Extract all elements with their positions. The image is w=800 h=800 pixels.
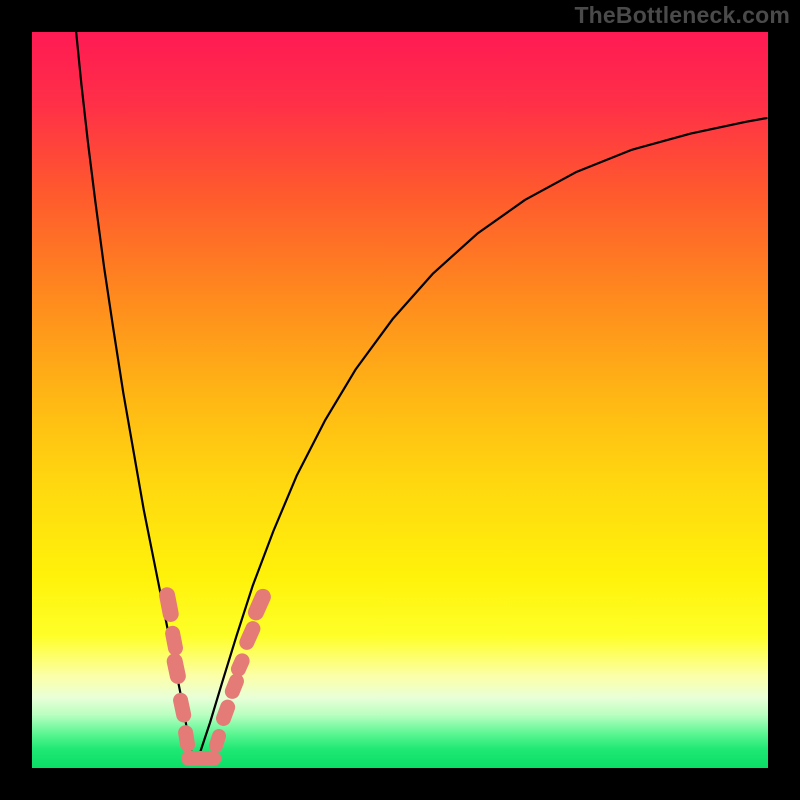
watermark-text: TheBottleneck.com bbox=[574, 2, 790, 29]
data-marker bbox=[229, 651, 252, 679]
data-marker bbox=[223, 671, 247, 701]
data-marker bbox=[172, 691, 193, 723]
data-marker bbox=[207, 727, 228, 754]
data-marker bbox=[164, 625, 184, 657]
plot-area bbox=[32, 32, 768, 768]
data-marker bbox=[177, 724, 196, 753]
curve-right-branch bbox=[194, 118, 767, 763]
data-markers bbox=[158, 586, 274, 766]
chart-frame: TheBottleneck.com bbox=[0, 0, 800, 800]
data-marker bbox=[165, 652, 187, 686]
data-marker bbox=[214, 698, 237, 729]
data-marker bbox=[200, 751, 221, 766]
data-marker bbox=[158, 586, 180, 623]
bottleneck-curve bbox=[32, 32, 768, 768]
